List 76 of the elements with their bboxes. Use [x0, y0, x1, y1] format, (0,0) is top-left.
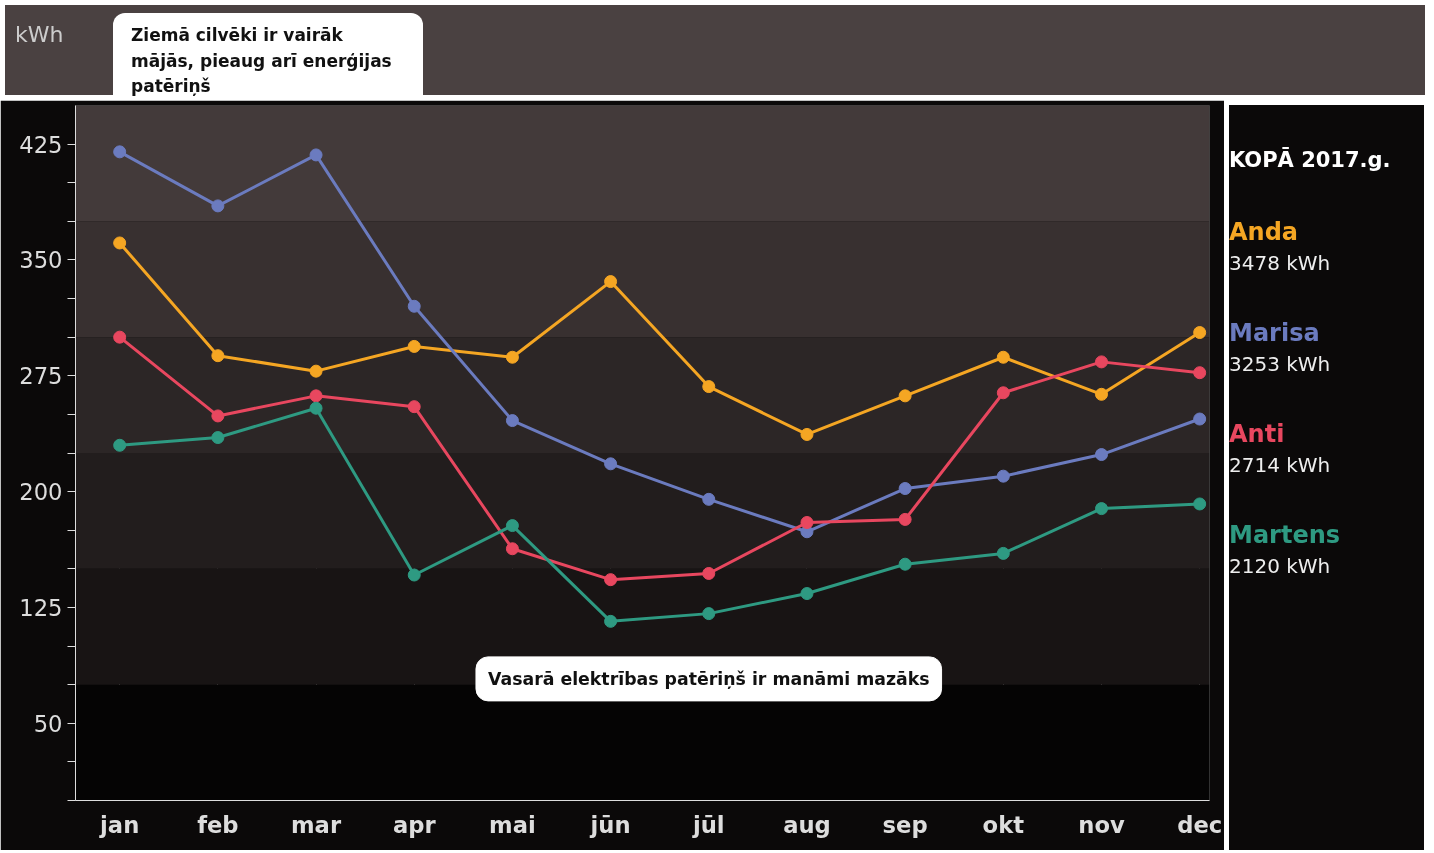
y-tick-label: 50: [33, 710, 63, 737]
point: [1193, 326, 1207, 340]
point: [1193, 497, 1207, 511]
y-axis-title: kWh: [15, 21, 64, 49]
point: [996, 546, 1010, 560]
point: [211, 409, 225, 423]
point: [1095, 502, 1108, 516]
point: [505, 542, 519, 556]
point: [604, 457, 618, 471]
point: [211, 349, 225, 363]
point: [604, 573, 618, 587]
point: [211, 431, 225, 445]
text: Marisa: [1229, 317, 1321, 349]
point: [309, 401, 323, 415]
point: [113, 236, 127, 250]
point: [604, 275, 618, 289]
point: [505, 414, 519, 428]
text: 2120 kWh: [1229, 552, 1332, 580]
x-tick-label: feb: [197, 811, 239, 838]
point: [407, 339, 421, 353]
x-tick-label: mar: [291, 811, 342, 838]
point: [702, 492, 716, 506]
point: [505, 350, 519, 364]
text: 3478 kWh: [1229, 250, 1332, 278]
point: [898, 389, 912, 403]
x-tick-label: aug: [783, 811, 831, 838]
x-tick-label: okt: [982, 811, 1025, 838]
point: [309, 389, 323, 403]
point: [309, 148, 323, 162]
point: [800, 516, 814, 529]
point: [800, 427, 814, 441]
point: [1193, 412, 1207, 426]
text: 3253 kWh: [1229, 351, 1332, 379]
text: Anti: [1229, 418, 1286, 450]
point: [113, 438, 127, 452]
point: [407, 299, 421, 313]
x-tick-label: dec: [1177, 811, 1223, 838]
point: [407, 400, 421, 414]
point: [996, 350, 1010, 364]
x-tick-label: jan: [99, 811, 140, 838]
point: [996, 386, 1010, 400]
point: [702, 607, 716, 621]
point: [1095, 387, 1108, 401]
point: [996, 469, 1010, 483]
point: [113, 330, 127, 344]
point: [113, 145, 127, 159]
point: [898, 482, 912, 496]
x-tick-label: jūn: [589, 811, 631, 838]
point: [898, 512, 912, 526]
point: [407, 568, 421, 582]
point: [309, 364, 323, 378]
y-tick-label: 275: [19, 363, 63, 390]
series-label: Martens: [1229, 519, 1342, 551]
x-tick-label: apr: [392, 811, 437, 838]
point: [898, 557, 912, 571]
text: KOPĀ 2017.g.: [1229, 146, 1391, 174]
point: [505, 519, 519, 533]
x-tick-label: mai: [489, 811, 536, 838]
point: [1193, 366, 1207, 380]
text: 2714 kWh: [1229, 451, 1332, 479]
x-tick-label: sep: [882, 811, 928, 838]
y-tick-label: 200: [19, 479, 63, 506]
x-tick-label: nov: [1078, 811, 1125, 838]
y-tick-label: 125: [19, 594, 63, 621]
point: [604, 614, 618, 628]
point: [800, 587, 814, 601]
text: Anda: [1229, 217, 1300, 248]
point: [702, 566, 716, 580]
x-tick-label: jūl: [691, 811, 725, 838]
point: [1095, 448, 1108, 462]
y-tick-label: 425: [19, 131, 63, 158]
annotation: Vasarā elektrības patēriņš ir manāmi mazāks: [487, 668, 930, 689]
y-tick-label: 350: [19, 247, 63, 274]
point: [1095, 355, 1108, 369]
point: [211, 199, 225, 213]
point: [702, 380, 716, 394]
